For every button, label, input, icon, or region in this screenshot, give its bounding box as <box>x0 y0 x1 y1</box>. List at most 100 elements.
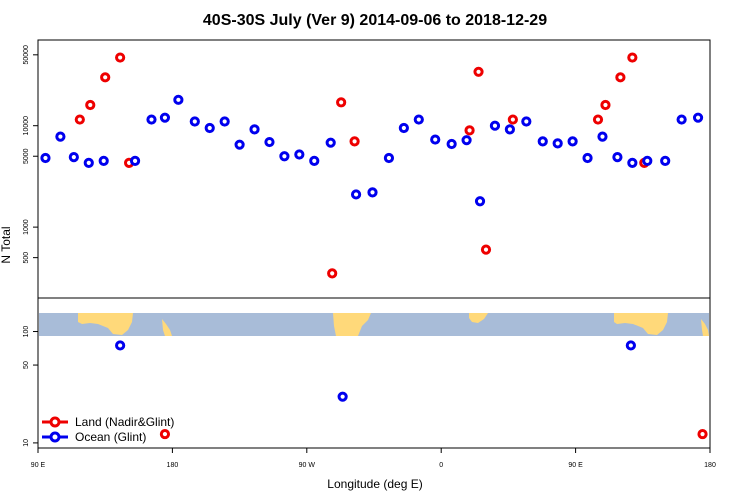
lower-y-tick-label: 10 <box>23 439 30 447</box>
x-tick-label: 180 <box>167 462 179 469</box>
upper-ocean-point <box>582 152 593 164</box>
upper-land-point <box>627 52 638 63</box>
upper-ocean-point <box>413 114 424 125</box>
upper-y-tick-label: 10000 <box>23 116 30 136</box>
map-land-africa <box>469 313 488 323</box>
upper-land-point <box>480 244 492 255</box>
upper-panel-points <box>40 52 704 279</box>
upper-ocean-point <box>68 152 79 163</box>
legend: Land (Nadir&Glint) Ocean (Glint) <box>42 415 174 444</box>
upper-y-tick-label: 500 <box>23 252 30 264</box>
upper-land-point <box>615 72 626 83</box>
upper-land-point <box>507 114 518 125</box>
upper-y-tick-label: 5000 <box>23 148 30 164</box>
legend-ocean-label: Ocean (Glint) <box>75 430 146 444</box>
upper-land-point <box>473 66 484 77</box>
lower-y-tick-label: 50 <box>23 361 30 369</box>
map-land-south-america <box>333 313 371 336</box>
upper-land-point <box>592 114 604 125</box>
upper-ocean-point <box>552 138 563 149</box>
upper-ocean-point <box>597 131 608 142</box>
upper-land-point <box>464 125 475 136</box>
upper-ocean-point <box>642 155 653 166</box>
upper-ocean-point <box>504 124 515 135</box>
lower-ocean-point <box>337 391 348 402</box>
upper-ocean-point <box>40 152 51 164</box>
x-axis: 90 E 180 90 W 0 90 E 180 <box>31 448 716 469</box>
chart-title: 40S-30S July (Ver 9) 2014-09-06 to 2018-… <box>203 12 547 29</box>
upper-ocean-point <box>612 152 623 163</box>
upper-ocean-point <box>350 189 362 200</box>
upper-ocean-point <box>129 155 141 166</box>
upper-ocean-point <box>279 151 290 162</box>
upper-ocean-point <box>294 149 305 160</box>
upper-ocean-point <box>219 116 230 127</box>
upper-ocean-point <box>627 157 638 168</box>
upper-land-point <box>600 99 611 111</box>
upper-ocean-point <box>660 155 671 166</box>
upper-y-tick-label: 1000 <box>23 219 30 235</box>
upper-ocean-point <box>383 152 395 164</box>
upper-ocean-point <box>98 155 109 166</box>
x-axis-label: Longitude (deg E) <box>327 477 422 491</box>
map-land-new-zealand <box>162 319 172 336</box>
lower-ocean-point <box>625 340 636 351</box>
upper-ocean-point <box>474 196 486 207</box>
upper-ocean-point <box>521 116 532 127</box>
upper-ocean-point <box>692 112 704 123</box>
upper-ocean-point <box>367 187 378 198</box>
lower-panel-frame <box>37 297 711 449</box>
map-strip <box>39 313 709 336</box>
legend-land-label: Land (Nadir&Glint) <box>75 415 174 429</box>
upper-ocean-point <box>567 136 578 147</box>
lower-y-axis: 10 50 100 <box>23 326 38 447</box>
upper-ocean-point <box>325 137 336 148</box>
upper-panel-frame <box>37 39 711 299</box>
upper-ocean-point <box>189 116 200 127</box>
upper-y-axis: 500 1000 5000 10000 50000 <box>23 45 38 264</box>
lower-land-point <box>697 428 708 440</box>
upper-ocean-point <box>159 112 171 123</box>
x-tick-label: 90 E <box>31 462 46 469</box>
map-ocean <box>39 313 709 336</box>
x-tick-label: 180 <box>704 462 716 469</box>
upper-ocean-point <box>146 114 157 125</box>
map-land-australia <box>78 313 133 335</box>
upper-land-point <box>115 52 126 63</box>
upper-land-point <box>100 72 111 83</box>
upper-land-point <box>327 268 338 279</box>
upper-ocean-point <box>430 134 441 145</box>
upper-y-tick-label: 50000 <box>23 45 30 65</box>
upper-land-point <box>74 114 85 125</box>
map-land-new-zealand-repeat <box>701 319 709 336</box>
x-tick-label: 90 E <box>568 462 583 469</box>
lower-panel-points <box>115 340 708 440</box>
map-land-australia-repeat <box>614 313 668 335</box>
upper-ocean-point <box>204 122 215 134</box>
legend-ocean-marker <box>49 431 61 443</box>
upper-ocean-point <box>446 138 457 150</box>
upper-ocean-point <box>398 122 409 134</box>
x-tick-label: 90 W <box>299 462 316 469</box>
upper-ocean-point <box>249 124 260 135</box>
upper-ocean-point <box>55 131 66 142</box>
upper-ocean-point <box>489 120 501 131</box>
upper-ocean-point <box>676 114 687 125</box>
upper-land-point <box>349 136 360 147</box>
y-axis-label: N Total <box>0 226 13 263</box>
upper-ocean-point <box>234 139 245 150</box>
upper-land-point <box>85 99 96 111</box>
lower-ocean-point <box>115 340 126 351</box>
legend-land-marker <box>49 416 61 428</box>
upper-ocean-point <box>537 136 548 147</box>
upper-ocean-point <box>461 135 472 146</box>
lower-y-tick-label: 100 <box>23 326 30 338</box>
upper-land-point <box>336 97 347 108</box>
upper-ocean-point <box>83 157 94 168</box>
lower-land-point <box>159 428 171 440</box>
x-tick-label: 0 <box>439 462 443 469</box>
upper-ocean-point <box>309 155 320 166</box>
upper-ocean-point <box>264 136 275 148</box>
upper-ocean-point <box>173 94 184 105</box>
